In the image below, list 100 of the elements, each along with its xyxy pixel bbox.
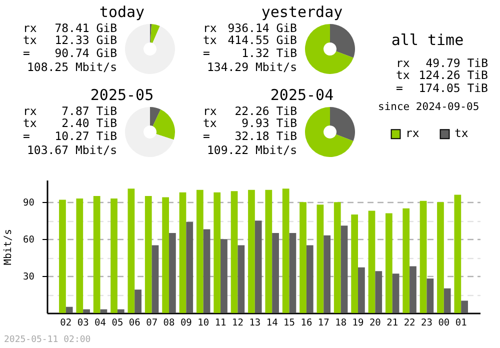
x-tick-label: 08 (163, 318, 175, 328)
donut-slice (152, 109, 175, 140)
x-tick-label: 16 (300, 318, 312, 328)
bar (248, 190, 255, 313)
x-tick-label: 23 (421, 318, 432, 328)
bar (254, 220, 262, 313)
y-axis-title: Mbit/s (3, 228, 14, 266)
text: 109.22 Mbit/s (206, 143, 297, 157)
text: = 90.74 GiB (23, 46, 117, 60)
bar (144, 196, 152, 313)
bar (76, 198, 84, 313)
text: tx 2.40 TiB (23, 116, 117, 130)
chart-title: yesterday (260, 3, 344, 21)
bar (358, 267, 365, 313)
bar (410, 266, 416, 313)
x-tick-label: 06 (128, 318, 141, 328)
bar (351, 214, 358, 313)
bar (334, 202, 341, 313)
bar (66, 306, 73, 313)
text: tx 9.93 TiB (203, 116, 297, 130)
text: = 1.32 TiB (203, 46, 297, 60)
donut-slice (150, 24, 160, 44)
bar (152, 245, 159, 313)
bar (196, 190, 204, 313)
x-tick-label: 01 (455, 318, 468, 328)
text: rx 22.26 TiB (203, 104, 297, 118)
bar (461, 300, 468, 313)
bar (220, 239, 228, 313)
bar (316, 204, 324, 313)
bar (324, 235, 331, 313)
x-tick-label: 13 (249, 318, 261, 328)
donut-slice (150, 107, 161, 126)
text: rx 936.14 GiB (203, 21, 297, 35)
bar (93, 196, 100, 313)
donut-slice (305, 24, 354, 74)
text: 134.29 Mbit/s (206, 60, 297, 74)
y-tick-label: 60 (23, 234, 35, 246)
bar (444, 288, 451, 313)
text: tx 12.33 GiB (23, 33, 117, 47)
x-tick-label: 18 (335, 318, 347, 328)
x-tick-label: 02 (60, 318, 72, 328)
bar (179, 192, 186, 313)
bar (392, 274, 400, 313)
bar (402, 208, 410, 313)
donut-slice (330, 24, 355, 58)
bar (186, 222, 194, 313)
bar (306, 245, 314, 313)
bar (168, 232, 176, 313)
x-tick-label: 15 (284, 318, 295, 328)
x-tick-label: 09 (180, 318, 192, 328)
bar (117, 309, 124, 313)
x-tick-label: 03 (77, 318, 89, 328)
bar (230, 191, 238, 313)
bar (162, 197, 169, 313)
text: 2025-05-11 02:00 (4, 335, 91, 345)
text: = 174.05 TiB (396, 81, 488, 95)
donut-slice (305, 107, 354, 157)
x-tick-label: 00 (438, 318, 450, 328)
bar (289, 232, 296, 313)
bar (282, 188, 290, 313)
chart-title: 2025-05 (89, 86, 155, 104)
x-tick-label: 17 (318, 318, 330, 328)
bar (385, 213, 392, 313)
x-tick-label: 04 (94, 318, 106, 328)
bar (300, 202, 306, 313)
bar (420, 200, 427, 313)
x-tick-label: 19 (352, 318, 364, 328)
bar (59, 200, 66, 313)
x-tick-label: 14 (266, 318, 278, 328)
bar (83, 309, 90, 313)
bar (128, 188, 135, 313)
x-tick-label: 20 (369, 318, 382, 328)
bar (426, 278, 434, 313)
text: tx 124.26 TiB (396, 68, 488, 82)
y-tick-label: 90 (23, 198, 35, 209)
x-tick-label: 05 (112, 318, 124, 328)
bar (238, 245, 245, 313)
bar (454, 194, 462, 313)
text: tx 414.55 GiB (203, 33, 297, 47)
x-tick-label: 10 (198, 318, 210, 328)
bar (437, 202, 444, 313)
x-tick-label: 12 (232, 318, 244, 328)
text: rx 7.87 TiB (23, 104, 117, 118)
bar (134, 290, 142, 313)
x-tick-label: 21 (386, 318, 398, 328)
x-tick-label: 22 (404, 318, 416, 328)
donut-slice (330, 107, 355, 142)
donut-slice (125, 107, 174, 157)
bar (110, 198, 118, 313)
bar (272, 232, 279, 313)
x-tick-label: 07 (146, 318, 158, 328)
bar (340, 226, 348, 313)
donut-slice (125, 24, 175, 74)
text: = 10.27 TiB (23, 129, 117, 143)
bar (375, 271, 382, 313)
bar (368, 210, 376, 313)
chart-title: 2025-04 (269, 86, 335, 104)
text: all time (390, 31, 465, 49)
chart-title: today (98, 3, 146, 21)
bar (203, 229, 210, 313)
